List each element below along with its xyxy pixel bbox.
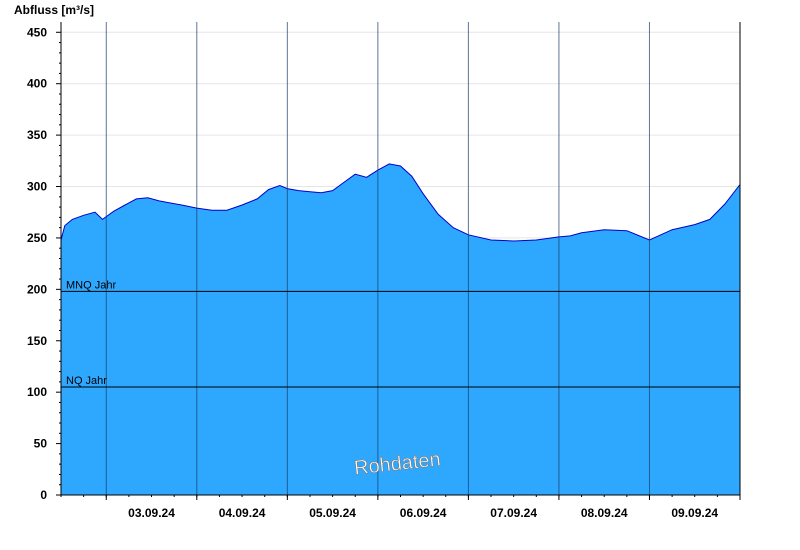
y-tick-label: 200 [27, 282, 47, 296]
x-tick-label: 09.09.24 [671, 506, 718, 520]
y-ticks: 0 50 100 150 200 250 300 350 400 450 [27, 25, 61, 502]
y-tick-label: 350 [27, 128, 47, 142]
y-tick-label: 250 [27, 231, 47, 245]
reference-line-label: MNQ Jahr [66, 279, 116, 291]
reference-lines: MNQ Jahr NQ Jahr [61, 279, 740, 388]
discharge-area [61, 163, 740, 495]
y-axis-label: Abfluss [m³/s] [14, 3, 94, 17]
x-tick-label: 05.09.24 [309, 506, 356, 520]
y-tick-label: 0 [40, 488, 47, 502]
x-tick-label: 07.09.24 [490, 506, 537, 520]
reference-line-label: NQ Jahr [66, 375, 107, 387]
x-tick-label: 06.09.24 [400, 506, 447, 520]
day-dividers [105, 22, 650, 495]
y-tick-label: 100 [27, 385, 47, 399]
y-tick-label: 50 [34, 437, 48, 451]
x-tick-label: 04.09.24 [219, 506, 266, 520]
discharge-line [60, 163, 741, 242]
x-tick-label: 08.09.24 [581, 506, 628, 520]
y-tick-label: 150 [27, 334, 47, 348]
y-tick-label: 400 [27, 77, 47, 91]
y-tick-label: 300 [27, 180, 47, 194]
y-tick-label: 450 [27, 25, 47, 39]
x-tick-label: 03.09.24 [128, 506, 175, 520]
x-ticks: 03.09.24 04.09.24 05.09.24 06.09.24 07.09.24… [60, 495, 741, 520]
